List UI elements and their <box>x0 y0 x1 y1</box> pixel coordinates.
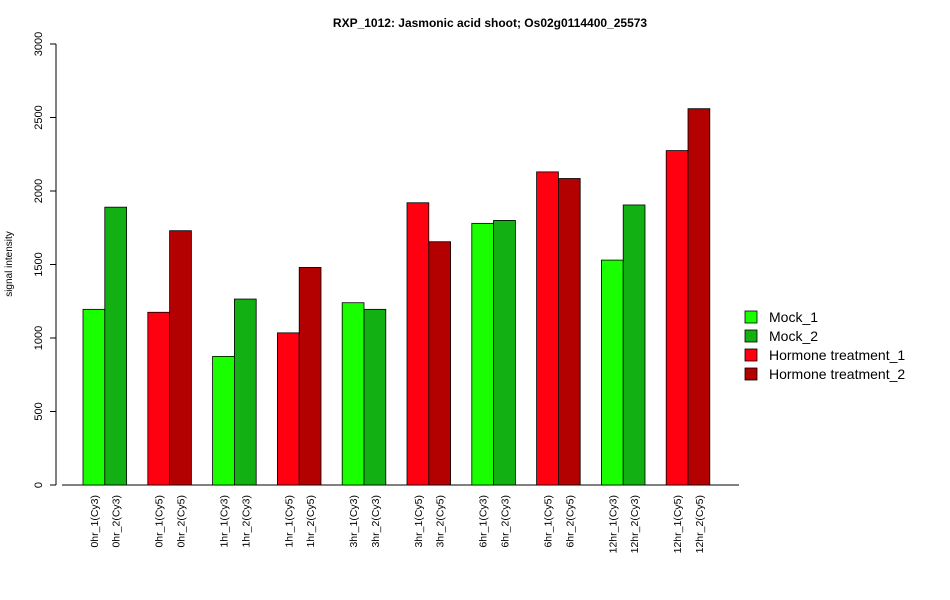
y-tick-label: 2000 <box>33 179 45 203</box>
y-tick-label: 1500 <box>33 252 45 276</box>
x-tick-label: 1hr_2(Cy5) <box>305 495 317 548</box>
chart-title: RXP_1012: Jasmonic acid shoot; Os02g0114… <box>333 16 648 30</box>
legend-label: Mock_1 <box>769 309 818 325</box>
x-tick-label: 6hr_1(Cy5) <box>543 495 555 548</box>
x-tick-label: 0hr_2(Cy5) <box>176 495 188 548</box>
legend-swatch <box>744 367 758 381</box>
bar-1hr-1-cy5- <box>276 332 300 486</box>
y-tick-label: 3000 <box>33 32 45 56</box>
bar-3hr-2-cy5- <box>428 241 451 486</box>
legend-label: Hormone treatment_2 <box>769 366 905 382</box>
bars <box>82 108 711 486</box>
bar-12hr-2-cy3- <box>622 204 646 486</box>
bar-1hr-2-cy3- <box>233 298 257 486</box>
bar-6hr-2-cy5- <box>558 178 581 486</box>
x-tick-label: 6hr_2(Cy3) <box>500 495 512 548</box>
x-tick-label: 6hr_2(Cy5) <box>564 495 576 548</box>
x-tick-label: 12hr_2(Cy3) <box>629 495 641 553</box>
x-tick-label: 12hr_1(Cy5) <box>672 495 684 553</box>
x-tick-label: 1hr_1(Cy3) <box>219 495 231 548</box>
x-tick-label: 3hr_1(Cy5) <box>413 495 425 548</box>
bar-3hr-1-cy3- <box>341 302 365 486</box>
x-tick-label: 0hr_2(Cy3) <box>111 495 123 548</box>
x-tick-label: 3hr_2(Cy5) <box>435 495 447 548</box>
bar-0hr-1-cy5- <box>147 311 171 486</box>
legend: Mock_1 Mock_2 Hormone treatment_1 Hormone t… <box>744 309 905 382</box>
bar-6hr-1-cy3- <box>471 222 494 486</box>
x-tick-label: 6hr_1(Cy3) <box>478 495 490 548</box>
y-tick-label: 500 <box>33 402 45 420</box>
x-tick-label: 0hr_1(Cy5) <box>154 495 166 548</box>
bar-3hr-1-cy5- <box>406 202 430 486</box>
x-tick-label: 12hr_2(Cy5) <box>694 495 706 553</box>
x-tick-label: 1hr_2(Cy3) <box>240 495 252 548</box>
bar-12hr-2-cy5- <box>687 108 711 486</box>
y-axis-label: signal intensity <box>4 231 15 297</box>
bar-0hr-2-cy5- <box>169 230 192 486</box>
legend-swatch <box>744 310 758 324</box>
x-tick-label: 3hr_1(Cy3) <box>348 495 360 548</box>
bar-12hr-1-cy5- <box>665 150 689 486</box>
legend-swatch <box>744 348 758 362</box>
category-labels: 0hr_1(Cy3) 0hr_2(Cy3) 0hr_1(Cy5) 0hr_2(Cy5)… <box>89 495 706 553</box>
y-tick-label: 1000 <box>33 326 45 350</box>
legend-label: Mock_2 <box>769 328 818 344</box>
y-axis: 0 500 1000 1500 2000 2500 3000 <box>33 32 57 488</box>
bar-0hr-2-cy3- <box>104 206 128 486</box>
x-tick-label: 1hr_1(Cy5) <box>283 495 295 548</box>
x-tick-label: 12hr_1(Cy3) <box>607 495 619 553</box>
legend-label: Hormone treatment_1 <box>769 347 905 363</box>
y-tick-label: 0 <box>33 482 45 488</box>
bar-1hr-2-cy5- <box>298 267 322 486</box>
y-tick-label: 2500 <box>33 105 45 129</box>
legend-swatch <box>744 329 758 343</box>
bar-12hr-1-cy3- <box>601 259 624 486</box>
bar-6hr-1-cy5- <box>536 171 559 486</box>
bar-0hr-1-cy3- <box>82 308 106 486</box>
x-tick-label: 3hr_2(Cy3) <box>370 495 382 548</box>
bar-1hr-1-cy3- <box>212 355 235 486</box>
bar-6hr-2-cy3- <box>493 219 516 486</box>
bar-3hr-2-cy3- <box>363 308 387 486</box>
x-tick-label: 0hr_1(Cy3) <box>89 495 101 548</box>
